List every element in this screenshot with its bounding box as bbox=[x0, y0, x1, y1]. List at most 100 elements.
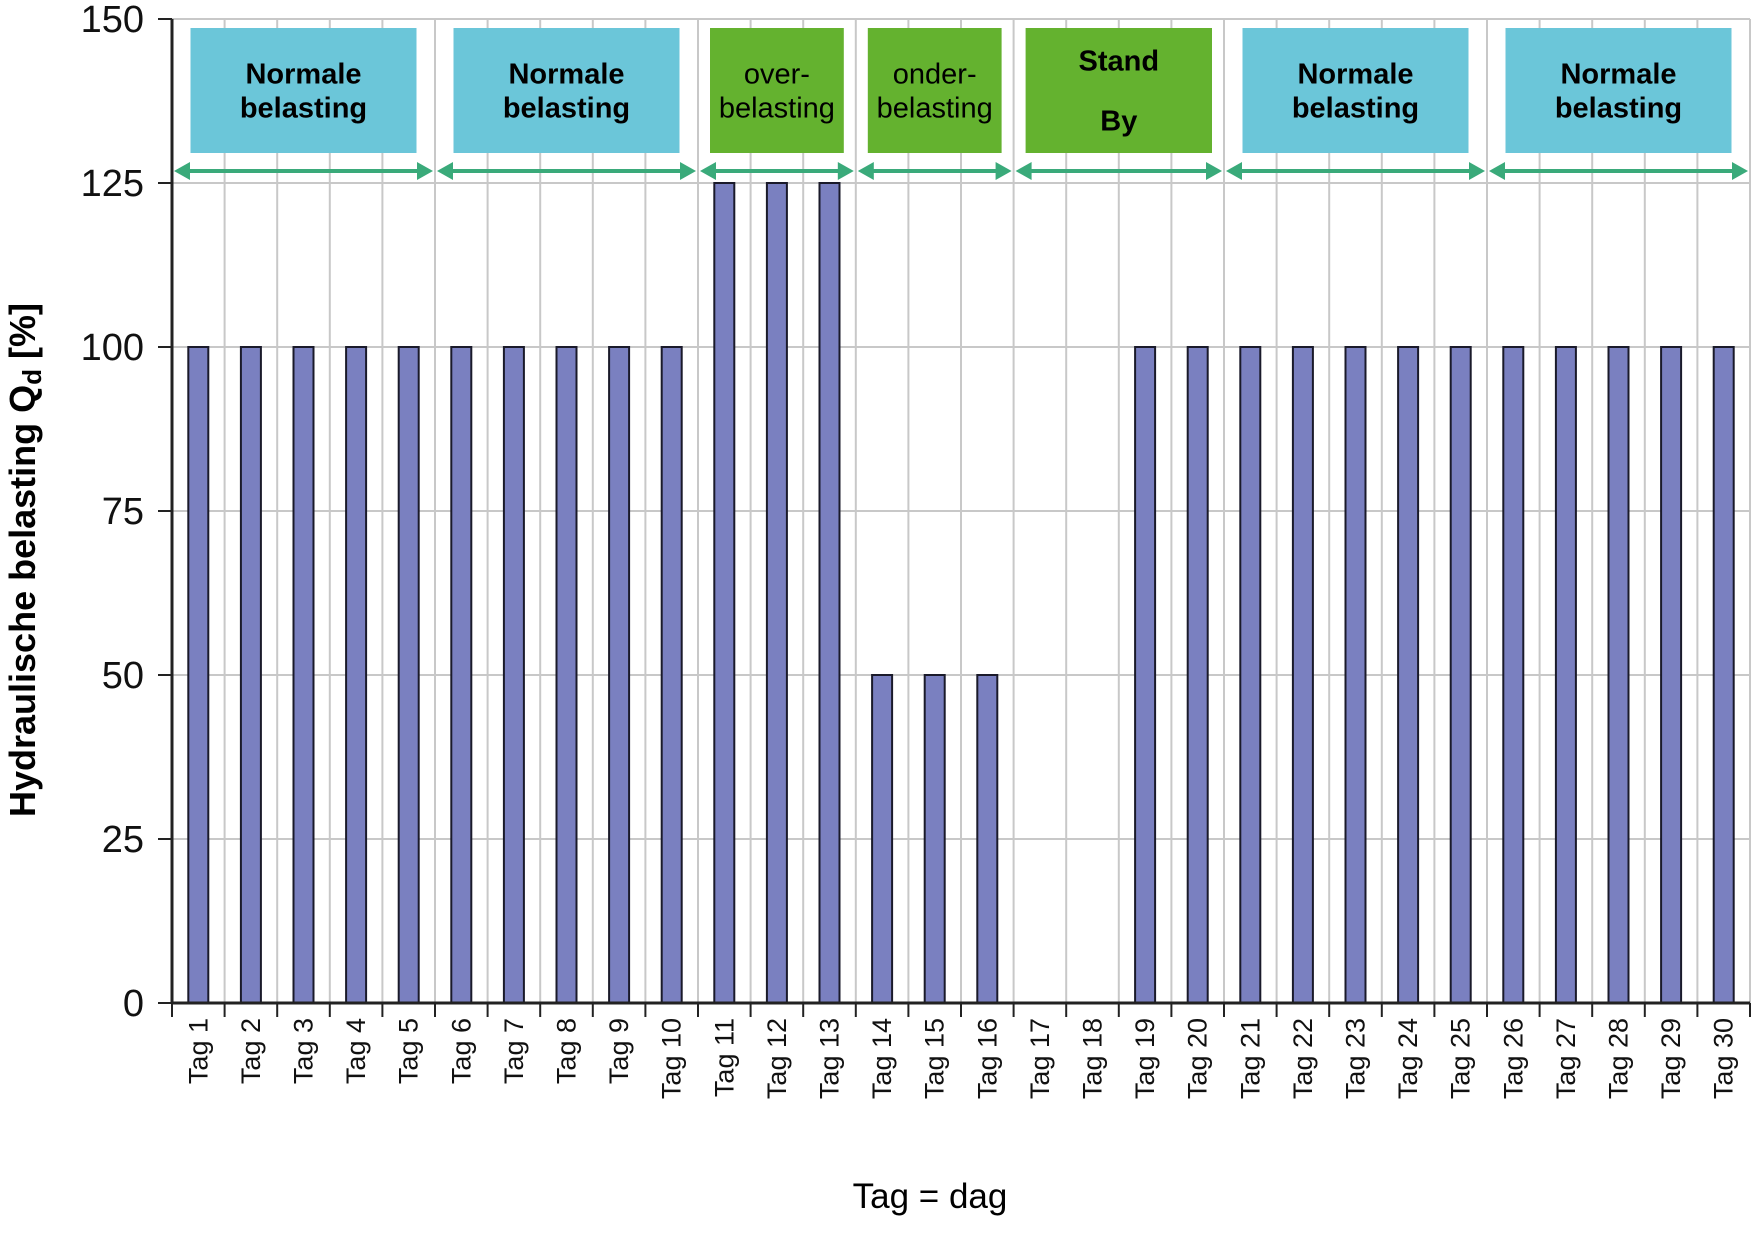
x-tick-label: Tag 16 bbox=[972, 1018, 1002, 1099]
phase-label: Normale bbox=[508, 59, 624, 91]
x-tick-label: Tag 13 bbox=[815, 1018, 845, 1099]
bar bbox=[923, 674, 946, 1004]
x-tick-label: Tag 8 bbox=[552, 1018, 582, 1084]
bar bbox=[239, 346, 262, 1004]
phase-box bbox=[710, 28, 844, 153]
x-tick-label: Tag 17 bbox=[1025, 1018, 1055, 1099]
bar bbox=[1186, 346, 1209, 1004]
phase-label: Stand bbox=[1079, 46, 1160, 78]
phase-box bbox=[1505, 28, 1732, 153]
bar bbox=[1134, 346, 1157, 1004]
phase-box bbox=[190, 28, 417, 153]
bar bbox=[713, 182, 736, 1004]
x-axis-label: Tag = dag bbox=[853, 1177, 1008, 1216]
phase-label: By bbox=[1100, 106, 1137, 138]
y-tick-label: 50 bbox=[102, 655, 144, 697]
x-tick-label: Tag 20 bbox=[1183, 1018, 1213, 1099]
x-tick-label: Tag 23 bbox=[1341, 1018, 1371, 1099]
x-tick-label: Tag 28 bbox=[1604, 1018, 1634, 1099]
x-tick-label: Tag 19 bbox=[1130, 1018, 1160, 1099]
bar bbox=[345, 346, 368, 1004]
phase-arrow-head-left bbox=[1489, 162, 1505, 180]
phase-arrow-head-left bbox=[1015, 162, 1032, 180]
x-tick-label: Tag 24 bbox=[1393, 1018, 1423, 1099]
x-tick-label: Tag 22 bbox=[1288, 1018, 1318, 1099]
bar bbox=[397, 346, 420, 1004]
x-tick-label: Tag 3 bbox=[289, 1018, 319, 1084]
bar bbox=[502, 346, 525, 1004]
phase-label: belasting bbox=[1555, 93, 1682, 125]
bar bbox=[1554, 346, 1577, 1004]
x-tick-label: Tag 21 bbox=[1235, 1018, 1265, 1099]
x-tick-label: Tag 9 bbox=[604, 1018, 634, 1084]
phase-box bbox=[1242, 28, 1469, 153]
bar bbox=[765, 182, 788, 1004]
y-tick-label: 75 bbox=[102, 491, 144, 533]
phase-label: belasting bbox=[503, 93, 630, 125]
y-tick-label: 25 bbox=[102, 819, 144, 861]
x-tick-label: Tag 12 bbox=[762, 1018, 792, 1099]
y-tick-label: 100 bbox=[81, 327, 144, 369]
phase-box bbox=[867, 28, 1002, 153]
x-tick-label: Tag 5 bbox=[394, 1018, 424, 1084]
bar bbox=[450, 346, 473, 1004]
phase-arrow-head-right bbox=[680, 162, 696, 180]
bar bbox=[818, 182, 841, 1004]
phase-arrow-head-left bbox=[437, 162, 453, 180]
phase-label: onder- bbox=[893, 59, 977, 91]
phase-label: belasting bbox=[877, 93, 993, 125]
bar bbox=[1397, 346, 1420, 1004]
phase-annotations: NormalebelastingNormalebelastingover-bel… bbox=[174, 28, 1748, 180]
bar bbox=[292, 346, 315, 1004]
phase-arrow-head-right bbox=[417, 162, 433, 180]
phase-arrow-head-right bbox=[995, 162, 1012, 180]
x-tick-label: Tag 26 bbox=[1498, 1018, 1528, 1099]
x-tick-label: Tag 27 bbox=[1551, 1018, 1581, 1099]
phase-arrow-head-left bbox=[174, 162, 190, 180]
x-tick-label: Tag 15 bbox=[920, 1018, 950, 1099]
phase-arrow-head-right bbox=[1206, 162, 1222, 180]
y-tick-label: 125 bbox=[81, 163, 144, 205]
x-tick-label: Tag 10 bbox=[657, 1018, 687, 1099]
bar bbox=[555, 346, 578, 1004]
x-tick-label: Tag 11 bbox=[709, 1018, 739, 1097]
bar bbox=[871, 674, 894, 1004]
bar bbox=[1712, 346, 1735, 1004]
phase-arrow-head-right bbox=[1469, 162, 1485, 180]
phase-box bbox=[453, 28, 680, 153]
phase-label: Normale bbox=[1297, 59, 1413, 91]
phase-arrow-head-right bbox=[837, 162, 854, 180]
x-tick-label: Tag 30 bbox=[1709, 1018, 1739, 1099]
bar bbox=[1660, 346, 1683, 1004]
x-tick-labels: Tag 1 Tag 2 Tag 3 Tag 4 Tag 5 Tag 6 Tag 7 Tag 8… bbox=[183, 1018, 1738, 1099]
bar bbox=[1344, 346, 1367, 1004]
axes bbox=[158, 18, 1751, 1017]
bar bbox=[1449, 346, 1472, 1004]
phase-arrow-head-left bbox=[1226, 162, 1242, 180]
bar bbox=[187, 346, 210, 1004]
bar bbox=[1291, 346, 1314, 1004]
y-tick-labels: 0 25 50 75 100 125 150 bbox=[81, 0, 144, 1025]
x-tick-label: Tag 6 bbox=[446, 1018, 476, 1084]
y-tick-label: 150 bbox=[81, 0, 144, 41]
bar bbox=[1607, 346, 1630, 1004]
bar bbox=[660, 346, 683, 1004]
phase-box bbox=[1025, 28, 1212, 153]
x-tick-label: Tag 1 bbox=[183, 1018, 213, 1084]
phase-arrow-head-left bbox=[700, 162, 716, 180]
y-axis-label: Hydraulische belasting Qd [%] bbox=[2, 303, 47, 817]
phase-label: belasting bbox=[1292, 93, 1419, 125]
phase-label: over- bbox=[744, 59, 810, 91]
y-tick-label: 0 bbox=[123, 983, 144, 1025]
x-tick-label: Tag 18 bbox=[1078, 1018, 1108, 1099]
phase-arrow-head-right bbox=[1732, 162, 1748, 180]
x-tick-label: Tag 4 bbox=[341, 1018, 371, 1084]
phase-label: Normale bbox=[1560, 59, 1676, 91]
bar bbox=[1502, 346, 1525, 1004]
gridlines bbox=[172, 18, 1751, 1004]
x-tick-label: Tag 2 bbox=[236, 1018, 266, 1084]
x-tick-label: Tag 7 bbox=[499, 1018, 529, 1084]
phase-label: Normale bbox=[245, 59, 361, 91]
phase-label: belasting bbox=[719, 93, 835, 125]
